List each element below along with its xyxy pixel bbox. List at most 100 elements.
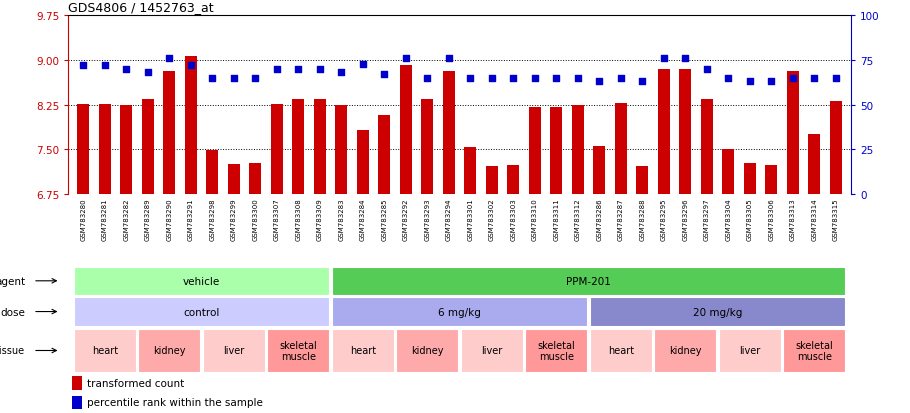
Bar xyxy=(336,105,348,194)
Bar xyxy=(142,100,154,194)
Text: GSM783313: GSM783313 xyxy=(790,198,796,240)
Bar xyxy=(743,164,755,194)
Text: GDS4806 / 1452763_at: GDS4806 / 1452763_at xyxy=(68,1,214,14)
Point xyxy=(269,66,284,73)
Point xyxy=(399,56,413,62)
Text: GSM783292: GSM783292 xyxy=(403,198,409,240)
Point xyxy=(312,66,327,73)
Text: GSM783289: GSM783289 xyxy=(145,198,151,240)
Text: GSM783315: GSM783315 xyxy=(833,198,839,240)
Point xyxy=(420,75,435,82)
Bar xyxy=(379,115,390,194)
Point xyxy=(291,66,306,73)
Bar xyxy=(207,151,218,194)
Text: 20 mg/kg: 20 mg/kg xyxy=(693,307,743,317)
Point xyxy=(678,56,693,62)
Bar xyxy=(765,165,777,194)
Bar xyxy=(271,105,283,194)
Point xyxy=(162,56,177,62)
Bar xyxy=(74,329,136,372)
Bar xyxy=(331,267,845,295)
Text: GSM783290: GSM783290 xyxy=(167,198,172,240)
Text: GSM783294: GSM783294 xyxy=(446,198,451,240)
Text: GSM783283: GSM783283 xyxy=(339,198,344,240)
Text: GSM783312: GSM783312 xyxy=(575,198,581,240)
Text: GSM783284: GSM783284 xyxy=(359,198,366,240)
Text: GSM783299: GSM783299 xyxy=(231,198,237,240)
Bar xyxy=(120,105,132,194)
Point xyxy=(528,75,542,82)
Bar xyxy=(138,329,200,372)
Text: 6 mg/kg: 6 mg/kg xyxy=(438,307,481,317)
Text: GSM783297: GSM783297 xyxy=(703,198,710,240)
Text: GSM783282: GSM783282 xyxy=(123,198,129,240)
Bar xyxy=(421,100,433,194)
Text: GSM783285: GSM783285 xyxy=(381,198,388,240)
Text: GSM783296: GSM783296 xyxy=(682,198,688,240)
Point xyxy=(721,75,735,82)
Text: GSM783308: GSM783308 xyxy=(296,198,301,240)
Point xyxy=(785,75,800,82)
Bar xyxy=(593,147,605,194)
Bar xyxy=(399,66,411,194)
Bar xyxy=(784,329,845,372)
Bar xyxy=(357,130,369,194)
Point xyxy=(356,61,370,68)
Point xyxy=(592,79,607,85)
Point xyxy=(205,75,219,82)
Text: kidney: kidney xyxy=(153,346,186,356)
Bar xyxy=(72,396,82,409)
Bar xyxy=(99,105,111,194)
Bar xyxy=(654,329,716,372)
Text: liver: liver xyxy=(223,346,245,356)
Bar xyxy=(830,102,842,194)
Text: GSM783314: GSM783314 xyxy=(812,198,817,240)
Text: skeletal
muscle: skeletal muscle xyxy=(538,340,575,361)
Point xyxy=(700,66,714,73)
Text: GSM783310: GSM783310 xyxy=(531,198,538,240)
Bar xyxy=(508,165,520,194)
Bar xyxy=(228,165,239,194)
Bar xyxy=(571,105,583,194)
Bar xyxy=(636,166,648,194)
Text: liver: liver xyxy=(739,346,761,356)
Bar xyxy=(396,329,459,372)
Bar xyxy=(77,105,89,194)
Bar xyxy=(72,377,82,390)
Bar xyxy=(658,70,670,194)
Point xyxy=(635,79,650,85)
Point xyxy=(484,75,499,82)
Point xyxy=(140,70,155,76)
Point xyxy=(97,63,112,69)
Point xyxy=(377,72,391,78)
Bar xyxy=(185,57,197,194)
Text: GSM783307: GSM783307 xyxy=(274,198,279,240)
Point xyxy=(549,75,563,82)
Text: kidney: kidney xyxy=(669,346,702,356)
Text: agent: agent xyxy=(0,276,25,286)
Text: GSM783298: GSM783298 xyxy=(209,198,216,240)
Text: vehicle: vehicle xyxy=(183,276,220,286)
Text: transformed count: transformed count xyxy=(87,378,185,388)
Point xyxy=(506,75,521,82)
Bar xyxy=(787,71,799,194)
Bar xyxy=(203,329,265,372)
Text: heart: heart xyxy=(349,346,376,356)
Bar xyxy=(590,298,845,326)
Point xyxy=(334,70,349,76)
Text: GSM783286: GSM783286 xyxy=(596,198,602,240)
Text: GSM783311: GSM783311 xyxy=(553,198,560,240)
Bar xyxy=(460,329,523,372)
Bar xyxy=(486,166,498,194)
Text: GSM783291: GSM783291 xyxy=(187,198,194,240)
Bar xyxy=(443,71,455,194)
Bar xyxy=(808,135,820,194)
Text: percentile rank within the sample: percentile rank within the sample xyxy=(87,397,263,407)
Bar xyxy=(74,267,329,295)
Bar xyxy=(464,148,476,194)
Bar xyxy=(551,108,562,194)
Bar xyxy=(701,100,713,194)
Text: tissue: tissue xyxy=(0,346,25,356)
Text: GSM783293: GSM783293 xyxy=(424,198,430,240)
Text: skeletal
muscle: skeletal muscle xyxy=(279,340,318,361)
